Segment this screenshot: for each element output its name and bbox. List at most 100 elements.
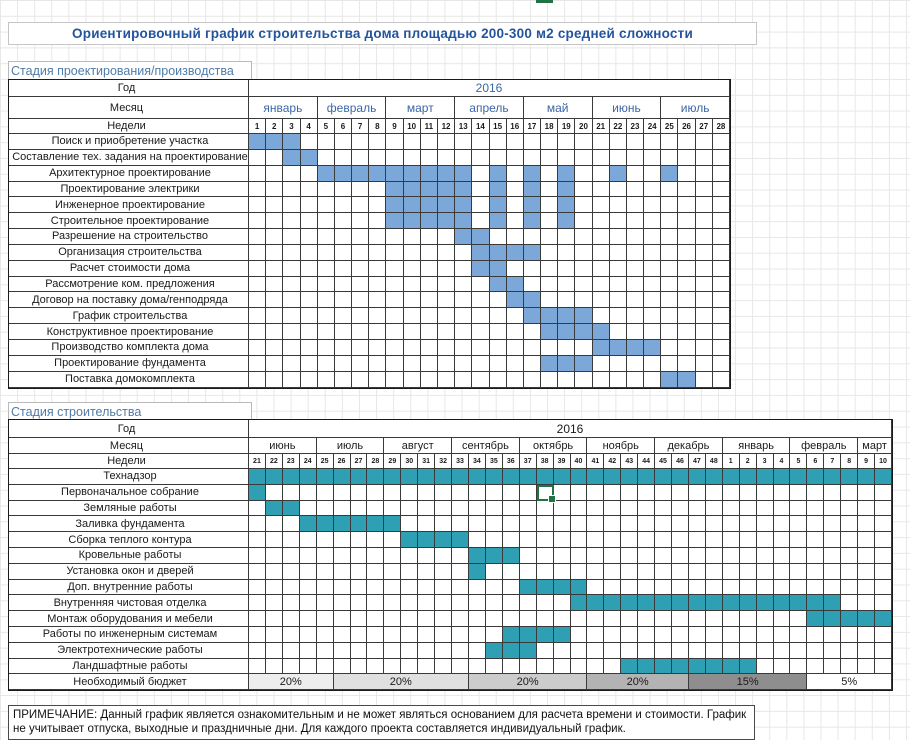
- gantt-cell[interactable]: [519, 611, 537, 627]
- gantt-cell[interactable]: [672, 626, 689, 643]
- gantt-cell[interactable]: [575, 339, 593, 356]
- gantt-cell[interactable]: [384, 579, 402, 596]
- gantt-cell[interactable]: [858, 658, 876, 675]
- gantt-cell[interactable]: [688, 484, 706, 501]
- gantt-cell[interactable]: [468, 469, 486, 485]
- week-header-cell[interactable]: 21: [249, 454, 266, 469]
- week-header-cell[interactable]: 11: [420, 119, 438, 134]
- gantt-cell[interactable]: [655, 658, 673, 675]
- task-label-cell[interactable]: График строительства: [9, 308, 249, 325]
- week-header-cell[interactable]: 6: [807, 454, 825, 469]
- gantt-cell[interactable]: [418, 611, 436, 627]
- gantt-cell[interactable]: [333, 579, 351, 596]
- gantt-cell[interactable]: [384, 595, 402, 612]
- gantt-cell[interactable]: [452, 579, 469, 596]
- month-header-cell[interactable]: май: [523, 97, 593, 119]
- gantt-cell[interactable]: [455, 371, 473, 388]
- gantt-cell[interactable]: [455, 149, 473, 166]
- gantt-cell[interactable]: [249, 579, 266, 596]
- gantt-cell[interactable]: [299, 469, 317, 485]
- gantt-cell[interactable]: [282, 563, 300, 580]
- gantt-cell[interactable]: [420, 324, 438, 340]
- gantt-cell[interactable]: [858, 611, 876, 627]
- gantt-cell[interactable]: [468, 484, 486, 501]
- gantt-cell[interactable]: [688, 516, 706, 533]
- gantt-cell[interactable]: [384, 500, 402, 517]
- gantt-cell[interactable]: [644, 260, 662, 277]
- gantt-cell[interactable]: [502, 642, 520, 659]
- gantt-cell[interactable]: [655, 611, 673, 627]
- gantt-cell[interactable]: [661, 213, 679, 230]
- gantt-cell[interactable]: [773, 516, 791, 533]
- gantt-cell[interactable]: [452, 563, 469, 580]
- gantt-cell[interactable]: [644, 292, 662, 309]
- task-label-cell[interactable]: Монтаж оборудования и мебели: [9, 611, 249, 627]
- gantt-cell[interactable]: [773, 579, 791, 596]
- gantt-cell[interactable]: [506, 229, 524, 245]
- gantt-cell[interactable]: [807, 611, 825, 627]
- gantt-cell[interactable]: [435, 611, 453, 627]
- gantt-cell[interactable]: [875, 484, 892, 501]
- gantt-cell[interactable]: [621, 563, 639, 580]
- week-header-cell[interactable]: 5: [317, 119, 335, 134]
- gantt-cell[interactable]: [468, 579, 486, 596]
- gantt-cell[interactable]: [472, 181, 490, 198]
- gantt-cell[interactable]: [523, 355, 542, 372]
- gantt-cell[interactable]: [489, 339, 507, 356]
- gantt-cell[interactable]: [350, 595, 368, 612]
- gantt-cell[interactable]: [592, 355, 610, 372]
- gantt-cell[interactable]: [452, 626, 469, 643]
- week-header-cell[interactable]: 41: [587, 454, 605, 469]
- task-label-cell[interactable]: Проектирование фундамента: [9, 355, 249, 372]
- week-header-cell[interactable]: 4: [773, 454, 791, 469]
- gantt-cell[interactable]: [403, 355, 421, 372]
- gantt-cell[interactable]: [875, 516, 892, 533]
- gantt-cell[interactable]: [266, 181, 284, 198]
- gantt-cell[interactable]: [317, 292, 335, 309]
- gantt-cell[interactable]: [807, 500, 825, 517]
- week-header-cell[interactable]: 46: [672, 454, 689, 469]
- week-header-cell[interactable]: 21: [592, 119, 610, 134]
- gantt-cell[interactable]: [489, 276, 507, 293]
- gantt-cell[interactable]: [655, 500, 673, 517]
- gantt-cell[interactable]: [592, 244, 610, 261]
- gantt-cell[interactable]: [688, 469, 706, 485]
- gantt-cell[interactable]: [655, 547, 673, 564]
- gantt-cell[interactable]: [485, 532, 503, 548]
- gantt-cell[interactable]: [249, 244, 267, 261]
- task-label-cell[interactable]: Сборка теплого контура: [9, 532, 249, 548]
- gantt-cell[interactable]: [688, 626, 706, 643]
- gantt-cell[interactable]: [558, 149, 576, 166]
- gantt-cell[interactable]: [587, 469, 605, 485]
- gantt-cell[interactable]: [506, 197, 524, 214]
- gantt-cell[interactable]: [485, 658, 503, 675]
- gantt-cell[interactable]: [558, 371, 576, 388]
- week-header-cell[interactable]: 26: [678, 119, 696, 134]
- gantt-cell[interactable]: [824, 516, 842, 533]
- gantt-cell[interactable]: [678, 229, 696, 245]
- week-header-cell[interactable]: 8: [369, 119, 387, 134]
- gantt-cell[interactable]: [265, 658, 283, 675]
- week-header-cell[interactable]: 45: [655, 454, 673, 469]
- gantt-cell[interactable]: [807, 469, 825, 485]
- gantt-cell[interactable]: [638, 611, 656, 627]
- gantt-cell[interactable]: [401, 642, 419, 659]
- month-header-cell[interactable]: февраль: [790, 438, 859, 454]
- gantt-cell[interactable]: [506, 276, 524, 293]
- gantt-cell[interactable]: [249, 642, 266, 659]
- gantt-cell[interactable]: [756, 595, 774, 612]
- gantt-cell[interactable]: [609, 324, 627, 340]
- gantt-cell[interactable]: [523, 371, 542, 388]
- month-header-cell[interactable]: июнь: [249, 438, 317, 454]
- week-header-cell[interactable]: 42: [604, 454, 622, 469]
- gantt-cell[interactable]: [317, 308, 335, 325]
- week-header-cell[interactable]: 40: [570, 454, 588, 469]
- gantt-cell[interactable]: [420, 181, 438, 198]
- task-label-cell[interactable]: Поиск и приобретение участка: [9, 134, 249, 150]
- gantt-cell[interactable]: [523, 213, 542, 230]
- gantt-cell[interactable]: [455, 308, 473, 325]
- gantt-cell[interactable]: [678, 244, 696, 261]
- gantt-cell[interactable]: [369, 371, 387, 388]
- gantt-cell[interactable]: [558, 355, 576, 372]
- gantt-cell[interactable]: [523, 292, 542, 309]
